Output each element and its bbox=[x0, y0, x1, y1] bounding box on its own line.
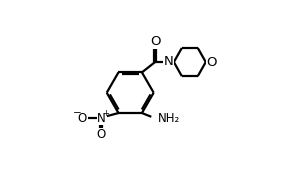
Text: N: N bbox=[164, 55, 173, 68]
Text: O: O bbox=[78, 112, 87, 125]
Text: N: N bbox=[97, 112, 106, 125]
Text: +: + bbox=[103, 109, 109, 117]
Text: O: O bbox=[150, 35, 160, 48]
Text: NH₂: NH₂ bbox=[158, 112, 180, 125]
Text: −: − bbox=[73, 108, 82, 118]
Text: O: O bbox=[207, 56, 217, 69]
Text: O: O bbox=[96, 128, 105, 141]
